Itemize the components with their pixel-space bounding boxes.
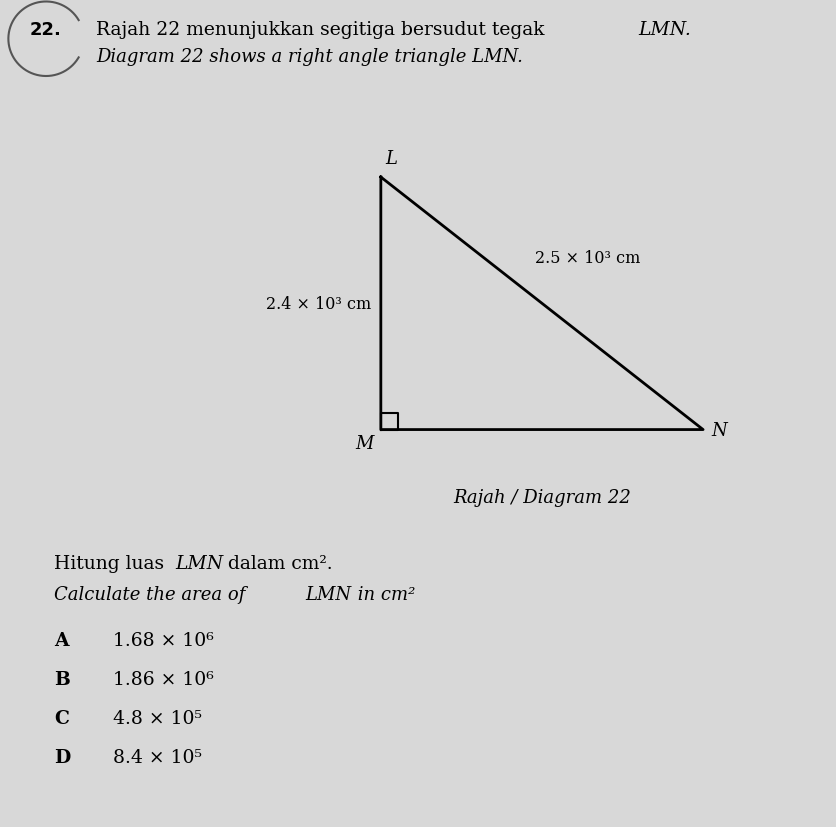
Text: D: D [54,748,70,766]
Text: C: C [54,709,69,727]
Text: A: A [54,631,69,649]
Text: LMN: LMN [176,554,223,572]
Text: Calculate the area of: Calculate the area of [54,586,252,604]
Text: dalam cm².: dalam cm². [222,554,332,572]
Text: L: L [385,150,396,168]
Text: Hitung luas: Hitung luas [54,554,171,572]
Text: LMN.: LMN. [638,21,691,39]
Text: Rajah / Diagram 22: Rajah / Diagram 22 [452,488,630,506]
Text: 8.4 × 10⁵: 8.4 × 10⁵ [113,748,201,766]
Text: 2.5 × 10³ cm: 2.5 × 10³ cm [535,250,640,267]
Text: M: M [355,434,374,452]
Text: LMN: LMN [305,586,351,604]
Text: Diagram 22 shows a right angle triangle LMN.: Diagram 22 shows a right angle triangle … [96,48,522,66]
Text: 4.8 × 10⁵: 4.8 × 10⁵ [113,709,201,727]
Text: N: N [711,421,726,439]
Text: Rajah 22 menunjukkan segitiga bersudut tegak: Rajah 22 menunjukkan segitiga bersudut t… [96,21,550,39]
Text: in cm²: in cm² [351,586,415,604]
Text: 22.: 22. [30,21,62,39]
Text: 2.4 × 10³ cm: 2.4 × 10³ cm [265,295,370,313]
Text: B: B [54,670,70,688]
Text: 1.68 × 10⁶: 1.68 × 10⁶ [113,631,213,649]
Text: 1.86 × 10⁶: 1.86 × 10⁶ [113,670,213,688]
